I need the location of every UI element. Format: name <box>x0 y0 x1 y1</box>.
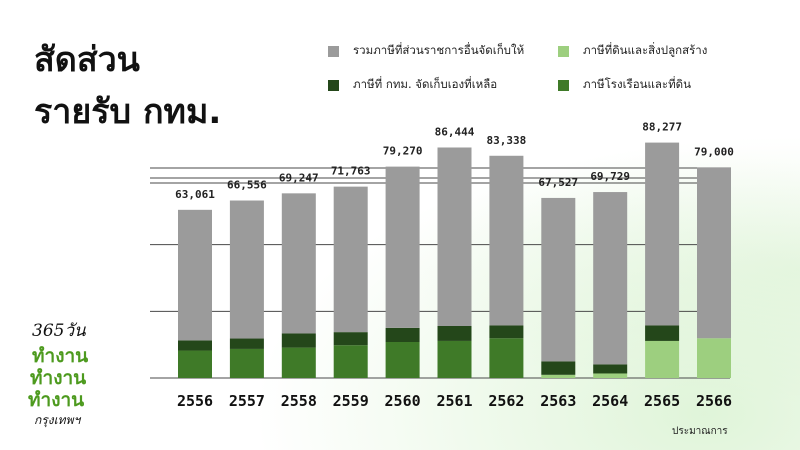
legend-swatch-other-agencies <box>328 45 339 57</box>
x-tick-label-2560: 2560 <box>385 392 421 410</box>
logo-graphic: 365วัน ทำงาน ทำงาน ทำงาน กรุงเทพฯ <box>28 321 88 428</box>
legend-swatch-land-construction-tax <box>558 45 569 57</box>
chart-legend: รวมภาษีที่ส่วนราชการอื่นจัดเก็บให้ ภาษีท… <box>328 36 748 106</box>
total-label-2559: 71,763 <box>331 165 371 178</box>
x-tick-label-2557: 2557 <box>229 392 265 410</box>
bar-other_agencies-2563 <box>541 197 576 362</box>
bar-other_agencies-2564 <box>593 192 628 365</box>
x-tick-label-2558: 2558 <box>281 392 317 410</box>
bar-other_agencies-2565 <box>645 142 680 326</box>
total-label-2566: 79,000 <box>694 145 734 158</box>
bar-bma_remaining-2564 <box>593 364 628 374</box>
total-label-2563: 67,527 <box>538 176 578 189</box>
total-label-2562: 83,338 <box>487 134 527 147</box>
bar-bma_remaining-2557 <box>229 338 264 349</box>
logo-365: 365วัน <box>32 321 86 341</box>
x-tick-label-2565: 2565 <box>644 392 680 410</box>
bar-land_building_tax-2558 <box>281 347 316 378</box>
bar-other_agencies-2561 <box>437 147 472 326</box>
legend-item-bma-remaining: ภาษีที่ กทม. จัดเก็บเองที่เหลือ <box>328 76 497 94</box>
legend-label-bma-remaining: ภาษีที่ กทม. จัดเก็บเองที่เหลือ <box>353 77 498 91</box>
total-label-2560: 79,270 <box>383 145 423 158</box>
bar-land_building_tax-2559 <box>333 345 368 378</box>
bar-bma_remaining-2563 <box>541 361 576 375</box>
bar-other_agencies-2558 <box>281 193 316 334</box>
legend-label-land-construction-tax: ภาษีที่ดินและสิ่งปลูกสร้าง <box>583 43 708 57</box>
total-label-2564: 69,729 <box>590 170 630 183</box>
legend-label-other-agencies: รวมภาษีที่ส่วนราชการอื่นจัดเก็บให้ <box>353 43 525 57</box>
bar-land_building_tax-2560 <box>385 342 420 378</box>
bar-bma_remaining-2559 <box>333 332 368 346</box>
bar-land_construction_tax-2565 <box>645 340 680 378</box>
legend-item-land-building-tax: ภาษีโรงเรือนและที่ดิน <box>558 76 691 94</box>
bar-other_agencies-2566 <box>697 167 731 339</box>
campaign-logo: 365วัน ทำงาน ทำงาน ทำงาน กรุงเทพฯ <box>28 318 118 430</box>
x-tick-label-2566: 2566 <box>696 392 732 410</box>
legend-swatch-land-building-tax <box>558 79 569 91</box>
bar-land_construction_tax-2564 <box>593 373 628 378</box>
logo-bangkok: กรุงเทพฯ <box>34 413 81 428</box>
bar-other_agencies-2562 <box>489 155 524 326</box>
legend-swatch-bma-remaining <box>328 79 339 91</box>
legend-item-land-construction-tax: ภาษีที่ดินและสิ่งปลูกสร้าง <box>558 42 707 60</box>
bar-land_building_tax-2561 <box>437 340 472 378</box>
x-tick-label-2562: 2562 <box>488 392 524 410</box>
bar-bma_remaining-2560 <box>385 327 420 342</box>
bar-land_building_tax-2556 <box>178 350 212 378</box>
total-label-2557: 66,556 <box>227 179 267 192</box>
bar-land_construction_tax-2566 <box>697 338 731 378</box>
total-label-2561: 86,444 <box>435 125 475 138</box>
bar-bma_remaining-2565 <box>645 325 680 341</box>
estimate-footnote: ประมาณการ <box>672 426 728 437</box>
bar-other_agencies-2560 <box>385 166 420 328</box>
bar-land_construction_tax-2563 <box>541 374 576 378</box>
title-line-1: สัดส่วน <box>34 40 140 80</box>
bar-bma_remaining-2556 <box>178 340 212 351</box>
bar-other_agencies-2557 <box>229 200 264 339</box>
page-title: สัดส่วน รายรับ กทม. <box>34 34 221 138</box>
x-tick-label-2556: 2556 <box>177 392 213 410</box>
x-tick-label-2561: 2561 <box>436 392 472 410</box>
legend-label-land-building-tax: ภาษีโรงเรือนและที่ดิน <box>583 77 692 91</box>
total-label-2558: 69,247 <box>279 171 319 184</box>
legend-item-other-agencies: รวมภาษีที่ส่วนราชการอื่นจัดเก็บให้ <box>328 42 524 60</box>
bar-bma_remaining-2558 <box>281 333 316 348</box>
logo-work-1: ทำงาน <box>32 345 88 367</box>
total-label-2556: 63,061 <box>175 188 215 201</box>
bar-other_agencies-2559 <box>333 186 368 333</box>
bar-other_agencies-2556 <box>178 209 212 341</box>
total-label-2565: 88,277 <box>642 121 682 134</box>
x-tick-label-2559: 2559 <box>333 392 369 410</box>
x-tick-label-2564: 2564 <box>592 392 628 410</box>
title-line-2: รายรับ กทม. <box>34 92 222 132</box>
bar-land_building_tax-2557 <box>229 348 264 378</box>
logo-work-2: ทำงาน <box>30 367 86 389</box>
logo-work-3: ทำงาน <box>28 389 84 411</box>
x-tick-label-2563: 2563 <box>540 392 576 410</box>
bar-bma_remaining-2561 <box>437 326 472 341</box>
bar-bma_remaining-2562 <box>489 325 524 339</box>
bar-land_building_tax-2562 <box>489 338 524 378</box>
